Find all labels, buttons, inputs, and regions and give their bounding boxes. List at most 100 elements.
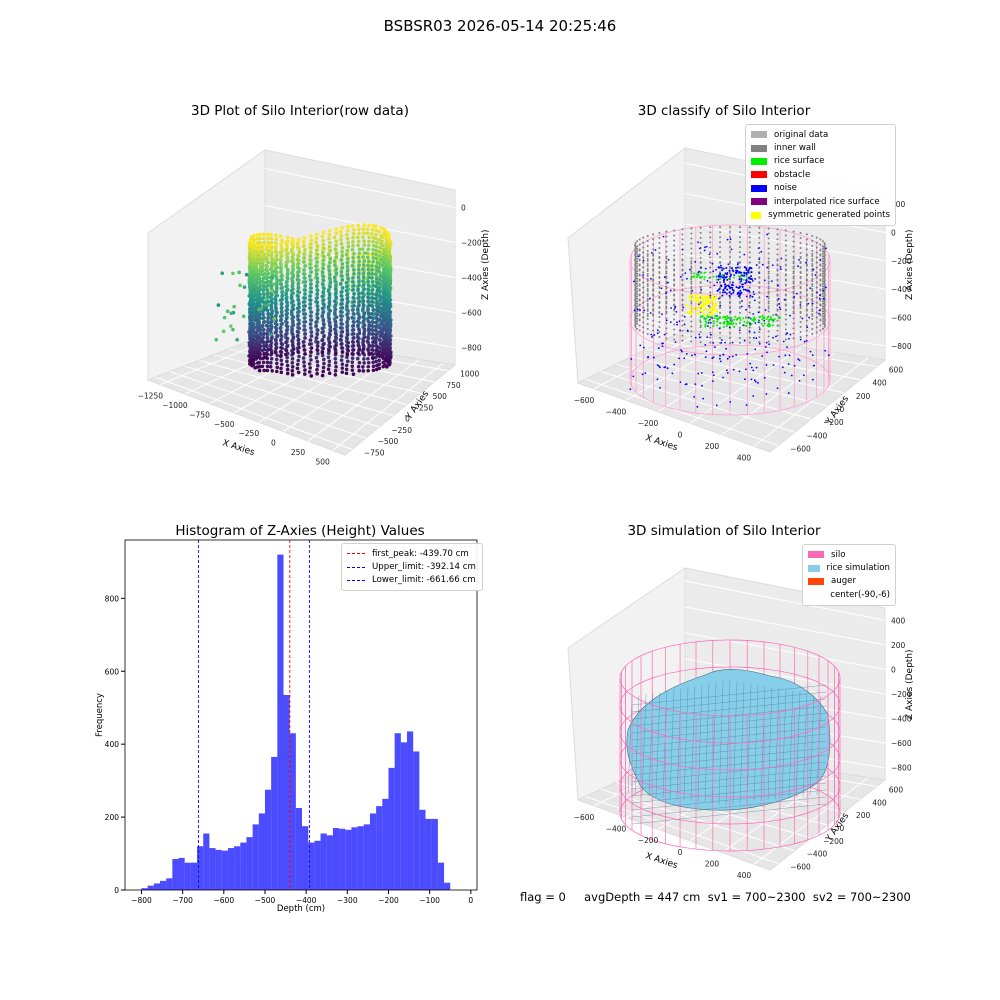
p2-inner-wall-point [709, 226, 712, 229]
p2-inner-wall-point [784, 274, 787, 277]
p1-point [303, 284, 308, 288]
p2-rice-point [739, 319, 742, 322]
p1-point [333, 319, 338, 324]
p2-z-tick: −200 [891, 257, 912, 266]
p2-noise-point [772, 336, 774, 339]
p2-inner-wall-point [709, 271, 712, 274]
p1-point [333, 356, 338, 361]
p2-inner-wall-point [805, 313, 808, 316]
p3-y-tick-label: 800 [105, 594, 120, 603]
p2-noise-point [729, 238, 732, 240]
p2-noise-point [736, 292, 739, 295]
p1-point [362, 361, 366, 365]
p1-point [315, 371, 319, 376]
p1-point [314, 240, 318, 245]
p1-point [361, 343, 366, 347]
p1-point [322, 286, 326, 291]
p2-inner-wall-point [819, 283, 822, 286]
p2-noise-point [750, 366, 753, 369]
p1-point [270, 271, 274, 276]
histogram-bar [246, 837, 253, 890]
p2-noise-point [679, 329, 682, 332]
p1-point [280, 285, 284, 290]
p2-noise-point [731, 269, 734, 272]
p2-inner-wall-point [719, 231, 722, 234]
p1-point [326, 252, 331, 257]
p2-inner-wall-point [642, 311, 645, 314]
p2-inner-wall-point [815, 286, 818, 289]
p1-point [255, 339, 259, 343]
p2-rice-point [708, 277, 711, 279]
p2-rice-point [699, 319, 702, 322]
p2-inner-wall-point [646, 318, 649, 320]
p2-inner-wall-point [758, 251, 761, 254]
p1-point [345, 328, 350, 333]
p2-noise-point [793, 364, 796, 367]
p2-inner-wall-point [767, 295, 770, 298]
p1-point [284, 248, 288, 253]
p2-noise-point [720, 341, 723, 344]
p2-inner-wall-point [823, 325, 826, 328]
p2-noise-point [763, 319, 766, 322]
p2-noise-point [651, 336, 653, 338]
p2-inner-wall-point [665, 255, 668, 258]
p1-point [357, 299, 362, 304]
p1-point [357, 231, 361, 236]
p1-point [262, 368, 266, 373]
p2-inner-wall-point [767, 257, 770, 260]
p2-inner-wall-point [811, 298, 814, 300]
p2-noise-point [726, 372, 729, 374]
p2-inner-wall-point [719, 281, 722, 284]
p2-noise-point [676, 321, 678, 324]
p2-inner-wall-point [699, 241, 702, 244]
p1-point [351, 276, 355, 280]
p1-point [315, 344, 320, 349]
p2-inner-wall-point [719, 236, 722, 239]
p2-noise-point [740, 291, 743, 294]
p2-inner-wall-point [646, 295, 649, 297]
p1-point [356, 243, 360, 248]
p2-noise-point [722, 267, 725, 270]
p1-point [334, 364, 338, 369]
p2-inner-wall-point [758, 336, 761, 339]
p1-point [257, 295, 262, 300]
p1-point [339, 358, 344, 362]
p1-point [346, 348, 350, 353]
p2-noise-point [787, 392, 790, 394]
p1-point [315, 340, 320, 345]
p1-point [315, 312, 319, 317]
p1-point [355, 307, 360, 312]
p2-noise-point [656, 364, 659, 367]
p2-noise-point [740, 277, 743, 280]
p2-symmetric-point [702, 300, 706, 304]
p2-inner-wall-point [665, 250, 668, 253]
p2-rice-point [705, 317, 708, 320]
p2-noise-point [779, 308, 782, 311]
p1-point [340, 290, 344, 294]
p1-point [334, 239, 338, 244]
p2-inner-wall-point [699, 231, 702, 234]
p2-inner-wall-point [823, 317, 826, 320]
p2-noise-point [674, 305, 677, 308]
p2-rice-point [730, 316, 733, 319]
p1-point [296, 237, 301, 242]
p1-point [258, 283, 263, 288]
p2-noise-point [745, 308, 747, 311]
p2-inner-wall-point [792, 287, 795, 290]
p2-inner-wall-point [748, 261, 751, 264]
histogram-bar [413, 751, 420, 890]
p2-inner-wall-point [738, 246, 741, 249]
p2-inner-wall-point [729, 332, 731, 334]
p2-inner-wall-point [792, 275, 795, 278]
p2-noise-point [719, 304, 722, 307]
p2-noise-point [787, 363, 790, 366]
p1-point [264, 263, 269, 268]
p2-inner-wall-point [758, 226, 761, 229]
p2-rice-point [749, 324, 752, 327]
p1-point [346, 344, 350, 349]
p1-point [351, 256, 355, 260]
p2-noise-point [750, 278, 753, 281]
p1-point [279, 341, 284, 346]
p1-point [355, 235, 360, 240]
p2-inner-wall-point [811, 288, 814, 290]
